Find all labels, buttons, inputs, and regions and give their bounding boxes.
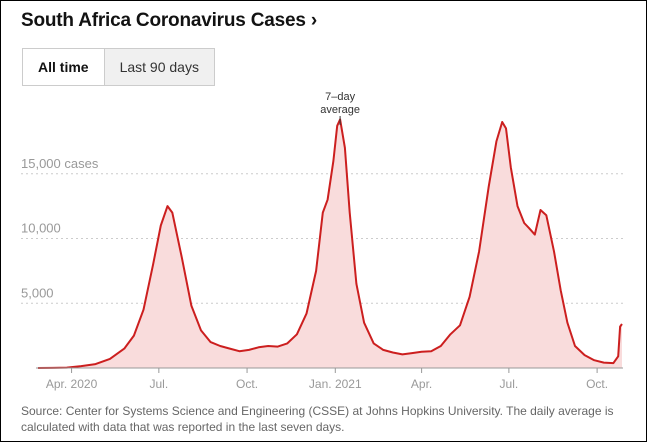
y-tick-label-2: 15,000 cases — [21, 156, 99, 171]
annotation-line1: 7–day — [325, 91, 355, 103]
x-tick-label-6: Oct. — [586, 377, 608, 391]
series-line — [37, 118, 623, 369]
tab-last-90-days[interactable]: Last 90 days — [104, 48, 215, 86]
x-tick-label-0: Apr. 2020 — [46, 377, 98, 391]
x-tick-label-4: Apr. — [411, 377, 432, 391]
cases-chart: 5,000 10,000 15,000 cases Apr. 2020 Jul. Oct.… — [21, 91, 623, 391]
tab-all-time[interactable]: All time — [22, 48, 105, 86]
source-note: Source: Center for Systems Science and E… — [21, 404, 614, 434]
time-range-tabs: All time Last 90 days — [22, 48, 215, 86]
chevron-right-icon: › — [310, 10, 317, 31]
y-tick-label-0: 5,000 — [21, 285, 54, 300]
x-tick-label-3: Jan. 2021 — [309, 377, 362, 391]
x-tick-label-2: Oct. — [236, 377, 258, 391]
series-area — [38, 119, 622, 369]
annotation-line2: average — [320, 104, 360, 116]
y-tick-label-1: 10,000 — [21, 221, 61, 236]
page-title[interactable]: South Africa Coronavirus Cases › — [21, 10, 317, 32]
title-text: South Africa Coronavirus Cases — [21, 10, 306, 31]
x-tick-label-1: Jul. — [149, 377, 168, 391]
x-tick-label-5: Jul. — [500, 377, 519, 391]
